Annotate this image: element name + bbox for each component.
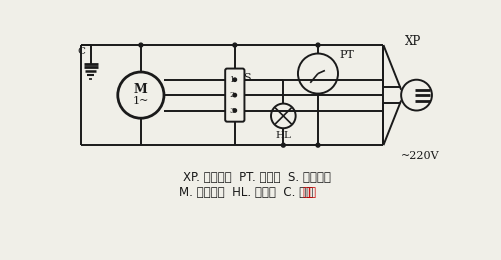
Circle shape	[139, 43, 143, 47]
Text: 2: 2	[229, 92, 234, 100]
Circle shape	[282, 143, 285, 147]
Text: PT: PT	[340, 50, 354, 60]
Circle shape	[233, 93, 236, 97]
Circle shape	[233, 109, 236, 112]
Text: 1~: 1~	[133, 96, 149, 106]
Text: C: C	[78, 47, 86, 56]
Circle shape	[316, 143, 320, 147]
Text: ~220V: ~220V	[401, 151, 440, 161]
Text: S: S	[243, 73, 251, 83]
Circle shape	[316, 43, 320, 47]
Circle shape	[233, 43, 237, 47]
Text: M. 风扇电机  HL. 指示灯  C. 启动: M. 风扇电机 HL. 指示灯 C. 启动	[178, 186, 313, 199]
Text: 1: 1	[229, 76, 234, 84]
Text: XP: XP	[405, 35, 421, 48]
Text: M: M	[134, 83, 148, 96]
Circle shape	[233, 78, 236, 81]
Text: 电容: 电容	[303, 186, 317, 199]
Text: XP. 电源插头  PT. 定时器  S. 调速开关: XP. 电源插头 PT. 定时器 S. 调速开关	[183, 171, 331, 184]
Text: 3: 3	[229, 107, 234, 115]
Text: HL: HL	[276, 131, 291, 140]
